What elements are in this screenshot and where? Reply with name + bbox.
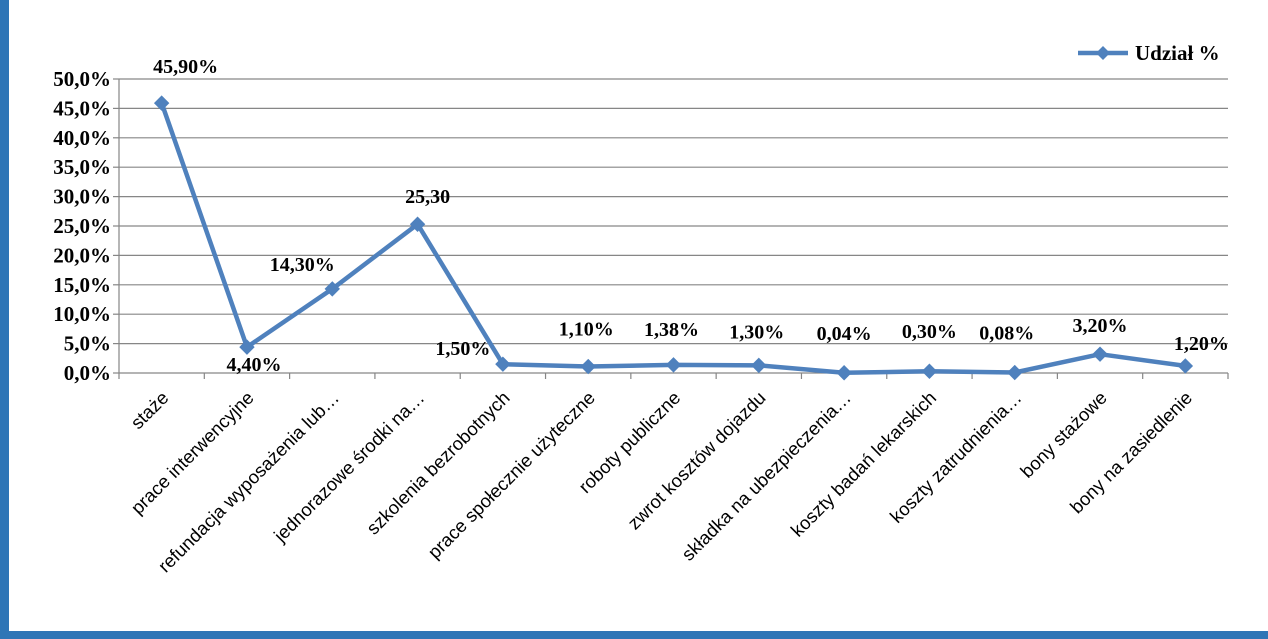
axes (113, 78, 1229, 379)
y-tick-label: 20,0% (53, 243, 111, 267)
data-point (324, 281, 340, 297)
gridlines (119, 78, 1228, 345)
data-point (239, 339, 255, 355)
data-label: 45,90% (153, 56, 218, 78)
data-point (409, 216, 426, 232)
data-label: 1,10% (559, 319, 614, 341)
data-point (1177, 358, 1194, 374)
line-chart: 0,0% 5,0% 10,0% 15,0% 20,0% 25,0% 30,0% 35,0% 40… (53, 41, 1229, 576)
x-tick-label: refundacja wyposażenia lub… (154, 387, 343, 576)
data-label: 1,50% (435, 338, 490, 360)
y-tick-label: 15,0% (53, 273, 111, 297)
x-tick-label: szkolenia bezrobotnych (362, 387, 514, 539)
data-label: 1,30% (729, 321, 784, 343)
data-label: 0,04% (817, 323, 872, 345)
data-label: 14,30% (270, 254, 335, 276)
data-labels: 45,90% 4,40% 14,30% 25,30 1,50% 1,10% 1,38% 1,3… (153, 56, 1229, 376)
data-point (495, 356, 511, 372)
legend: Udział % (1078, 41, 1220, 65)
x-tick-label: prace społecznie użyteczne (423, 387, 599, 563)
x-tick-label: zwrot kosztów dojazdu (623, 387, 769, 533)
data-point (1007, 364, 1023, 381)
data-label: 25,30 (405, 186, 450, 208)
x-tick-label: składka na ubezpieczenia… (677, 387, 855, 565)
data-point (153, 95, 170, 111)
y-tick-label: 35,0% (53, 155, 111, 179)
y-tick-label: 25,0% (53, 214, 111, 238)
data-point (580, 358, 596, 375)
series-udzial (153, 95, 1194, 381)
y-tick-label: 40,0% (53, 126, 111, 150)
y-tick-label: 50,0% (53, 67, 111, 91)
data-point (1092, 346, 1108, 362)
data-label: 1,20% (1174, 333, 1229, 355)
y-tick-label: 10,0% (53, 302, 111, 326)
data-point (836, 365, 852, 381)
data-point (665, 357, 682, 373)
data-label: 0,08% (979, 323, 1034, 345)
data-point (921, 363, 938, 379)
x-tick-label: koszty badań lekarskich (787, 387, 941, 541)
data-point (751, 357, 767, 374)
data-label: 3,20% (1073, 315, 1128, 337)
y-tick-label: 45,0% (53, 96, 111, 120)
x-tick-label: jednorazowe środki na… (269, 387, 429, 547)
legend-diamond-marker (1096, 46, 1110, 60)
data-label: 4,40% (226, 354, 281, 376)
x-tick-label: bony stażowe (1016, 387, 1111, 482)
y-tick-label: 30,0% (53, 185, 111, 209)
x-tick-label: staże (126, 387, 172, 433)
y-tick-label: 0,0% (64, 361, 111, 385)
y-tick-label: 5,0% (64, 332, 111, 356)
legend-entry-udzial: Udział % (1135, 41, 1220, 65)
data-label: 1,38% (644, 319, 699, 341)
y-tick-labels: 0,0% 5,0% 10,0% 15,0% 20,0% 25,0% 30,0% 35,0% 40… (53, 67, 111, 385)
data-label: 0,30% (902, 321, 957, 343)
